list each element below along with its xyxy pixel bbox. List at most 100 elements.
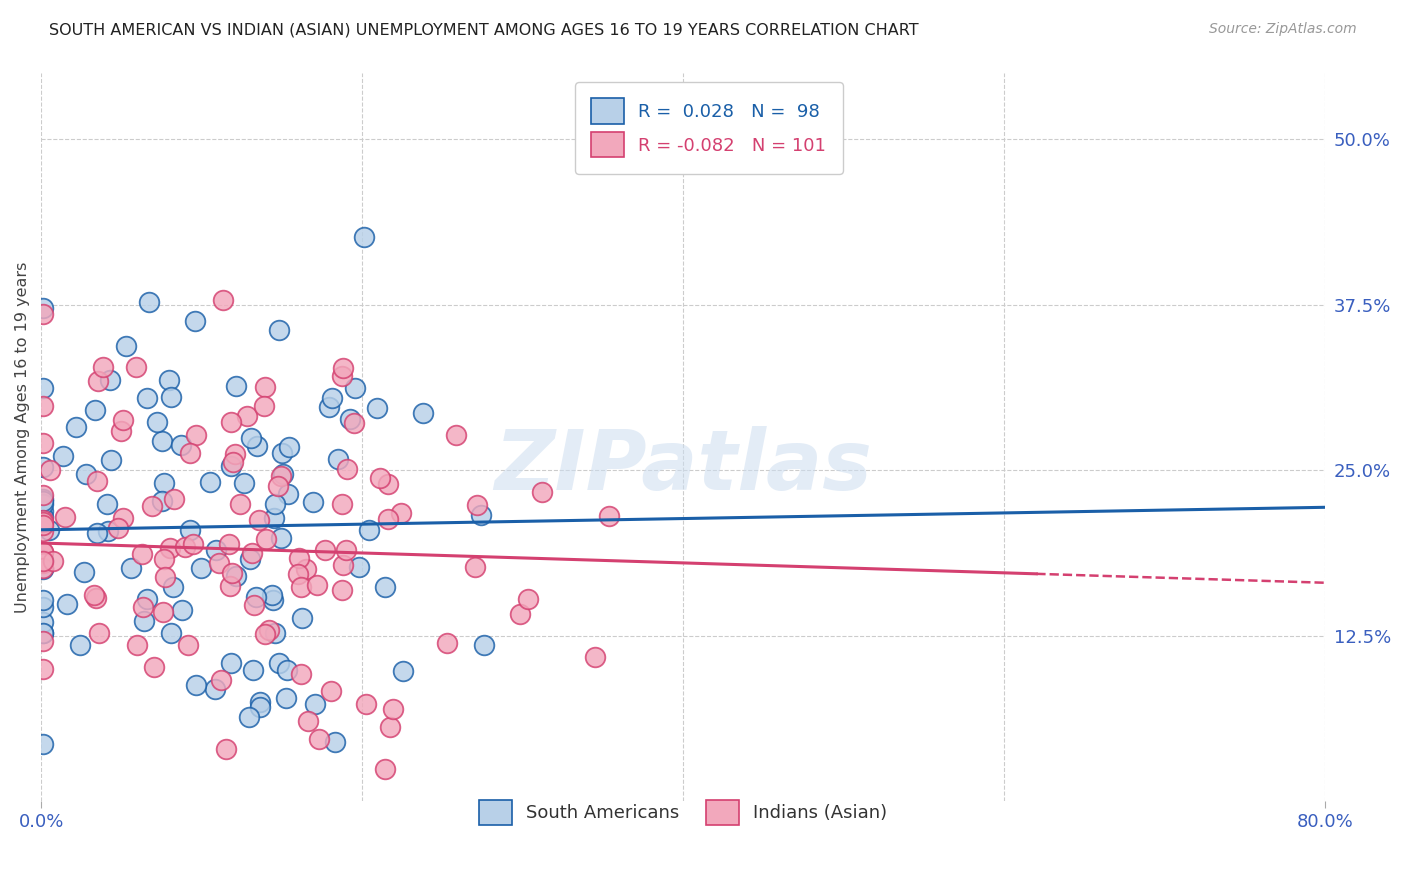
Point <box>141 499 163 513</box>
Point <box>125 638 148 652</box>
Point <box>31 518 53 533</box>
Point <box>31 552 53 566</box>
Point <box>270 446 292 460</box>
Point <box>233 475 256 490</box>
Point <box>31 381 53 395</box>
Point <box>276 663 298 677</box>
Point <box>52 449 75 463</box>
Point <box>218 537 240 551</box>
Point <box>353 230 375 244</box>
Point <box>31 510 53 524</box>
Point <box>97 524 120 538</box>
Point <box>374 580 396 594</box>
Point <box>366 401 388 415</box>
Point <box>159 391 181 405</box>
Point <box>264 497 287 511</box>
Point <box>307 578 329 592</box>
Point <box>146 415 169 429</box>
Point <box>31 301 53 315</box>
Point <box>287 551 309 566</box>
Legend: South Americans, Indians (Asian): South Americans, Indians (Asian) <box>464 785 901 839</box>
Point <box>221 566 243 580</box>
Point <box>190 561 212 575</box>
Point <box>277 440 299 454</box>
Point <box>31 436 53 450</box>
Point <box>267 656 290 670</box>
Point <box>219 459 242 474</box>
Point <box>245 591 267 605</box>
Point <box>368 471 391 485</box>
Point <box>179 524 201 538</box>
Point <box>31 492 53 507</box>
Point <box>162 580 184 594</box>
Point <box>238 710 260 724</box>
Point <box>136 391 159 405</box>
Text: Source: ZipAtlas.com: Source: ZipAtlas.com <box>1209 22 1357 37</box>
Point <box>143 660 166 674</box>
Point <box>239 551 262 566</box>
Point <box>150 434 173 448</box>
Point <box>135 592 157 607</box>
Point <box>357 523 380 537</box>
Point <box>38 462 60 476</box>
Point <box>509 607 531 621</box>
Point <box>290 580 312 594</box>
Point <box>38 523 60 537</box>
Point <box>389 506 412 520</box>
Point <box>31 488 53 502</box>
Point <box>41 554 63 568</box>
Point <box>152 605 174 619</box>
Point <box>377 511 399 525</box>
Point <box>240 431 263 445</box>
Point <box>256 532 278 546</box>
Point <box>31 593 53 607</box>
Point <box>222 455 245 469</box>
Point <box>120 561 142 575</box>
Point <box>31 600 53 615</box>
Point <box>83 588 105 602</box>
Point <box>267 479 290 493</box>
Point <box>291 611 314 625</box>
Point <box>110 424 132 438</box>
Point <box>186 428 208 442</box>
Point <box>170 603 193 617</box>
Point <box>170 438 193 452</box>
Point <box>183 536 205 550</box>
Point <box>531 485 554 500</box>
Y-axis label: Unemployment Among Ages 16 to 19 years: Unemployment Among Ages 16 to 19 years <box>15 261 30 613</box>
Point <box>131 600 153 615</box>
Point <box>276 690 298 705</box>
Point <box>53 510 76 524</box>
Point <box>98 373 121 387</box>
Point <box>253 626 276 640</box>
Point <box>198 475 221 489</box>
Point <box>253 400 276 414</box>
Point <box>31 399 53 413</box>
Point <box>205 543 228 558</box>
Point <box>319 684 342 698</box>
Point <box>31 662 53 676</box>
Point <box>277 487 299 501</box>
Point <box>377 476 399 491</box>
Point <box>326 452 349 467</box>
Point <box>31 497 53 511</box>
Point <box>31 634 53 648</box>
Point <box>269 322 291 336</box>
Point <box>598 508 620 523</box>
Point <box>218 579 240 593</box>
Point <box>464 560 486 574</box>
Point <box>100 453 122 467</box>
Point <box>138 294 160 309</box>
Point <box>295 562 318 576</box>
Point <box>246 439 269 453</box>
Point <box>472 638 495 652</box>
Point <box>321 391 343 405</box>
Point <box>347 559 370 574</box>
Point <box>31 545 53 559</box>
Point <box>465 498 488 512</box>
Point <box>270 469 292 483</box>
Point <box>89 626 111 640</box>
Point <box>209 673 232 687</box>
Point <box>242 663 264 677</box>
Point <box>290 666 312 681</box>
